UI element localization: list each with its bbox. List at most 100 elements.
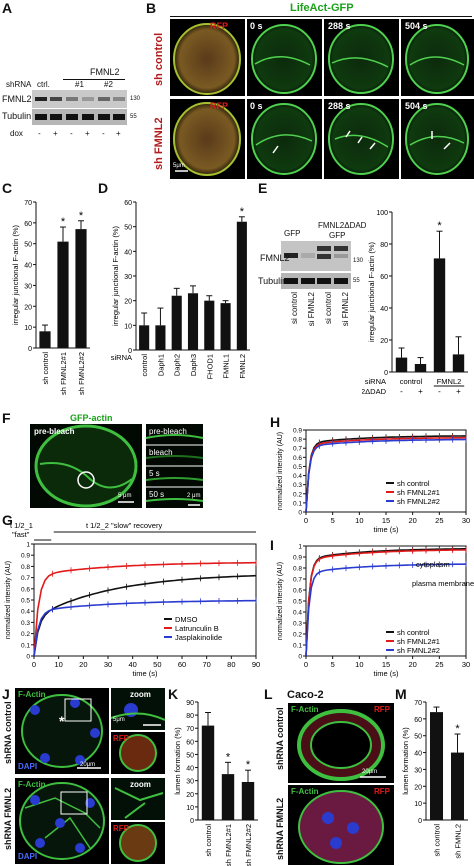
panel-label-h: H [270, 414, 281, 430]
g-xtick-label-0: 0 [32, 660, 36, 669]
panel-label-f: F [2, 410, 11, 426]
e-row-fmnl2: FMNL2 [260, 253, 290, 263]
g-xtick-label-7: 70 [202, 660, 210, 669]
g-series-0 [33, 574, 257, 657]
c-ytick-label-6: 60 [24, 221, 32, 228]
c-ylabel: irregular junctional F-actin (%) [11, 224, 20, 325]
chart-g: 0 10 20 30 40 50 60 70 80 90 0 0.1 0.2 0.3 0.4 0.5 0.6 0.… [5, 521, 260, 678]
b-time-2b: 504 s [405, 101, 428, 111]
h-ytick-label-8: 0.8 [293, 437, 302, 444]
i-ylabel: normalized intensity (AU) [277, 562, 284, 640]
m-bar-1 [450, 752, 465, 820]
a-mw-130: 130 [130, 96, 141, 102]
m-ytick-label-5: 50 [414, 734, 422, 741]
l-factin-bottom: F-Actin [291, 787, 319, 796]
h-xtick-label-6: 30 [462, 516, 470, 525]
l-factin-top: F-Actin [291, 705, 319, 714]
h-ytick-label-3: 0.3 [293, 482, 302, 489]
e-ytick-label-0: 0 [384, 370, 388, 377]
b-image-grid [170, 19, 474, 179]
j-dapi-top: DAPI [18, 762, 38, 771]
k-ytick-label-4: 40 [186, 766, 194, 773]
panel-label-e: E [258, 180, 268, 196]
d-ytick-label-0: 0 [128, 348, 132, 355]
panel-label-b: B [146, 0, 157, 16]
i-legend-label-0: sh control [397, 628, 430, 637]
h-legend-label-1: sh FMNL2#1 [397, 488, 440, 497]
j-row-top: shRNA control [3, 701, 13, 764]
f-frame-3: 50 s [149, 490, 165, 499]
g-ytick-label-2: 0.2 [21, 631, 30, 638]
m-ytick-label-4: 40 [414, 751, 422, 758]
a-dox-4: - [102, 129, 105, 138]
i-ytick-label-7: 0.7 [293, 577, 302, 584]
h-xtick-label-4: 20 [408, 516, 416, 525]
b-time-1b: 288 s [328, 101, 351, 111]
f-prebleach-main: pre-bleach [34, 427, 75, 436]
g-ytick-label-9: 0.9 [21, 553, 30, 560]
g-xtick-label-9: 90 [252, 660, 260, 669]
e-row1-group-0: control [400, 377, 423, 386]
j-rfp-top: RFP [113, 734, 129, 743]
j-row-bottom: shRNA FMNL2 [3, 787, 13, 850]
k-ytick-label-7: 70 [186, 726, 194, 733]
g-xtick-label-6: 60 [178, 660, 186, 669]
c-ytick-label-7: 70 [24, 200, 32, 207]
h-legend-label-2: sh FMNL2#2 [397, 497, 440, 506]
k-ytick-label-3: 30 [186, 779, 194, 786]
b-title: LifeAct-GFP [290, 2, 354, 14]
panel-label-g: G [2, 512, 13, 528]
d-xtick-label-3: Daph3 [189, 354, 198, 376]
m-ytick-label-0: 0 [418, 818, 422, 825]
h-xtick-label-0: 0 [304, 516, 308, 525]
d-ytick-label-2: 20 [124, 299, 132, 306]
l-row-top: shRNA control [275, 707, 285, 770]
j-lumen-star: * [59, 713, 65, 729]
d-xaxis-label: siRNA [111, 353, 132, 362]
i-ytick-label-8: 0.8 [293, 566, 302, 573]
g-ytick-label-6: 0.6 [21, 586, 30, 593]
e-row-tubulin: Tubulin [258, 276, 288, 286]
g-xlabel: time (s) [133, 669, 159, 678]
d-ytick-label-1: 10 [124, 323, 132, 330]
c-ytick-label-4: 40 [24, 263, 32, 270]
i-ytick-label-0: 0 [298, 654, 302, 661]
g-annot-1: "fast" [12, 530, 30, 539]
d-ytick-label-5: 50 [124, 225, 132, 232]
h-ytick-label-7: 0.7 [293, 446, 302, 453]
b-rfp-bottom: RFP [210, 101, 228, 111]
i-xtick-label-3: 15 [382, 660, 390, 669]
k-sig-2: * [246, 759, 251, 771]
c-ytick-label-5: 50 [24, 242, 32, 249]
m-xtick-label-1: sh FMNL2 [454, 824, 463, 859]
i-xtick-label-6: 30 [462, 660, 470, 669]
a-dox-label: dox [10, 129, 23, 138]
k-ytick-label-0: 0 [190, 818, 194, 825]
f-frame-2: 5 s [149, 469, 160, 478]
k-ytick-label-1: 10 [186, 805, 194, 812]
b-title-line [170, 16, 472, 17]
panel-label-a: A [2, 0, 13, 16]
i-ytick-label-4: 0.4 [293, 610, 302, 617]
a-ctrl-label: ctrl. [37, 80, 50, 89]
g-ytick-label-5: 0.5 [21, 598, 30, 605]
h-ytick-label-0: 0 [298, 510, 302, 517]
a-blot-fmnl2 [32, 90, 127, 108]
chart-i: 0 5 10 15 20 25 30 0 0.1 0.2 0.3 0.4 0.5 0.6 0.7 0.8 0.9… [277, 544, 474, 679]
k-ytick-label-9: 90 [186, 700, 194, 707]
d-xtick-label-5: FMNL1 [222, 354, 231, 379]
f-scale1: 5 μm [118, 493, 132, 499]
h-xtick-label-5: 25 [435, 516, 443, 525]
i-xtick-label-2: 10 [355, 660, 363, 669]
d-ylabel: irregular junctional F-actin (%) [111, 225, 120, 326]
a-mw-55: 55 [130, 114, 137, 120]
k-xtick-label-0: sh control [204, 824, 213, 857]
e-mw-55: 55 [353, 278, 360, 284]
b-row-bottom: sh FMNL2 [153, 117, 165, 170]
g-ytick-label-3: 0.3 [21, 620, 30, 627]
k-bar-0 [201, 725, 215, 820]
g-annot-2: t 1/2_2 "slow" recovery [86, 521, 162, 530]
i-xtick-label-1: 5 [331, 660, 335, 669]
e-row2-label: FMNL2ΔDAD [362, 387, 387, 396]
g-legend-label-2: Jasplakinolide [175, 633, 222, 642]
